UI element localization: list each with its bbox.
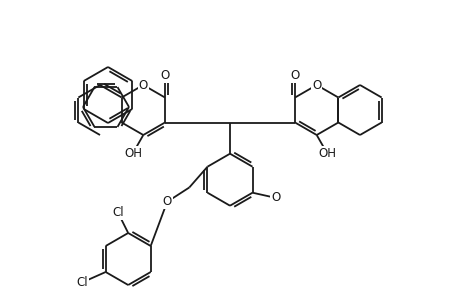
Text: OH: OH bbox=[123, 147, 141, 160]
Text: Cl: Cl bbox=[112, 206, 123, 219]
Text: O: O bbox=[162, 195, 171, 208]
Text: O: O bbox=[138, 79, 148, 92]
Text: O: O bbox=[311, 79, 321, 92]
Text: O: O bbox=[271, 191, 280, 204]
Text: Cl: Cl bbox=[76, 276, 88, 289]
Text: O: O bbox=[160, 69, 169, 82]
Text: OH: OH bbox=[318, 147, 336, 160]
Text: O: O bbox=[290, 69, 299, 82]
